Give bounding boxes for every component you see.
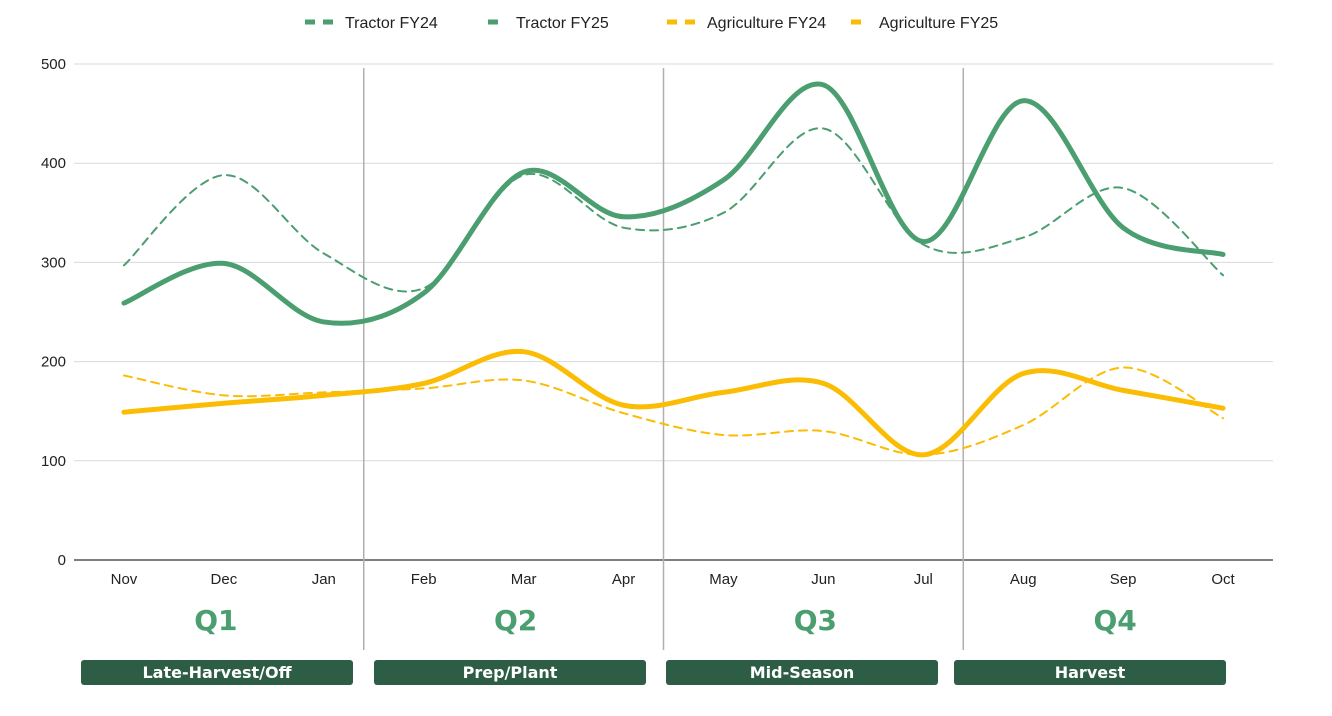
x-tick-label: Feb <box>411 571 437 588</box>
quarter-label: Q2 <box>494 604 537 637</box>
y-tick-label: 100 <box>41 453 66 470</box>
y-tick-label: 500 <box>41 56 66 73</box>
season-label: Prep/Plant <box>463 663 558 682</box>
quarter-label: Q4 <box>1093 604 1136 637</box>
x-tick-label: Jul <box>914 571 933 588</box>
series-line-tractor-fy24 <box>122 127 1225 293</box>
season-label: Mid-Season <box>750 663 855 682</box>
legend-label: Agriculture FY24 <box>707 15 826 32</box>
season-band <box>81 660 353 685</box>
x-tick-label: Nov <box>111 571 138 588</box>
x-tick-label: Apr <box>612 571 635 588</box>
season-label: Late-Harvest/Off <box>142 663 292 682</box>
x-tick-label: Mar <box>511 571 537 588</box>
legend-label: Agriculture FY25 <box>879 15 998 32</box>
quarter-label: Q1 <box>194 604 237 637</box>
x-tick-label: Jun <box>811 571 835 588</box>
quarter-label: Q3 <box>794 604 837 637</box>
x-tick-label: Aug <box>1010 571 1037 588</box>
y-tick-label: 300 <box>41 254 66 271</box>
season-band <box>374 660 646 685</box>
x-tick-label: May <box>709 571 738 588</box>
series-line-agriculture-fy24 <box>122 366 1225 456</box>
x-tick-label: Jan <box>312 571 336 588</box>
season-band <box>954 660 1226 685</box>
y-tick-label: 400 <box>41 155 66 172</box>
series-line-tractor-fy25 <box>121 81 1226 326</box>
x-tick-label: Dec <box>211 571 238 588</box>
season-label: Harvest <box>1055 663 1126 682</box>
season-band <box>666 660 938 685</box>
series-line-agriculture-fy25 <box>121 348 1226 458</box>
y-tick-label: 0 <box>58 552 66 569</box>
legend-label: Tractor FY25 <box>516 15 609 32</box>
legend-label: Tractor FY24 <box>345 15 438 32</box>
y-tick-label: 200 <box>41 354 66 371</box>
x-tick-label: Sep <box>1110 571 1137 588</box>
x-tick-label: Oct <box>1211 571 1235 588</box>
